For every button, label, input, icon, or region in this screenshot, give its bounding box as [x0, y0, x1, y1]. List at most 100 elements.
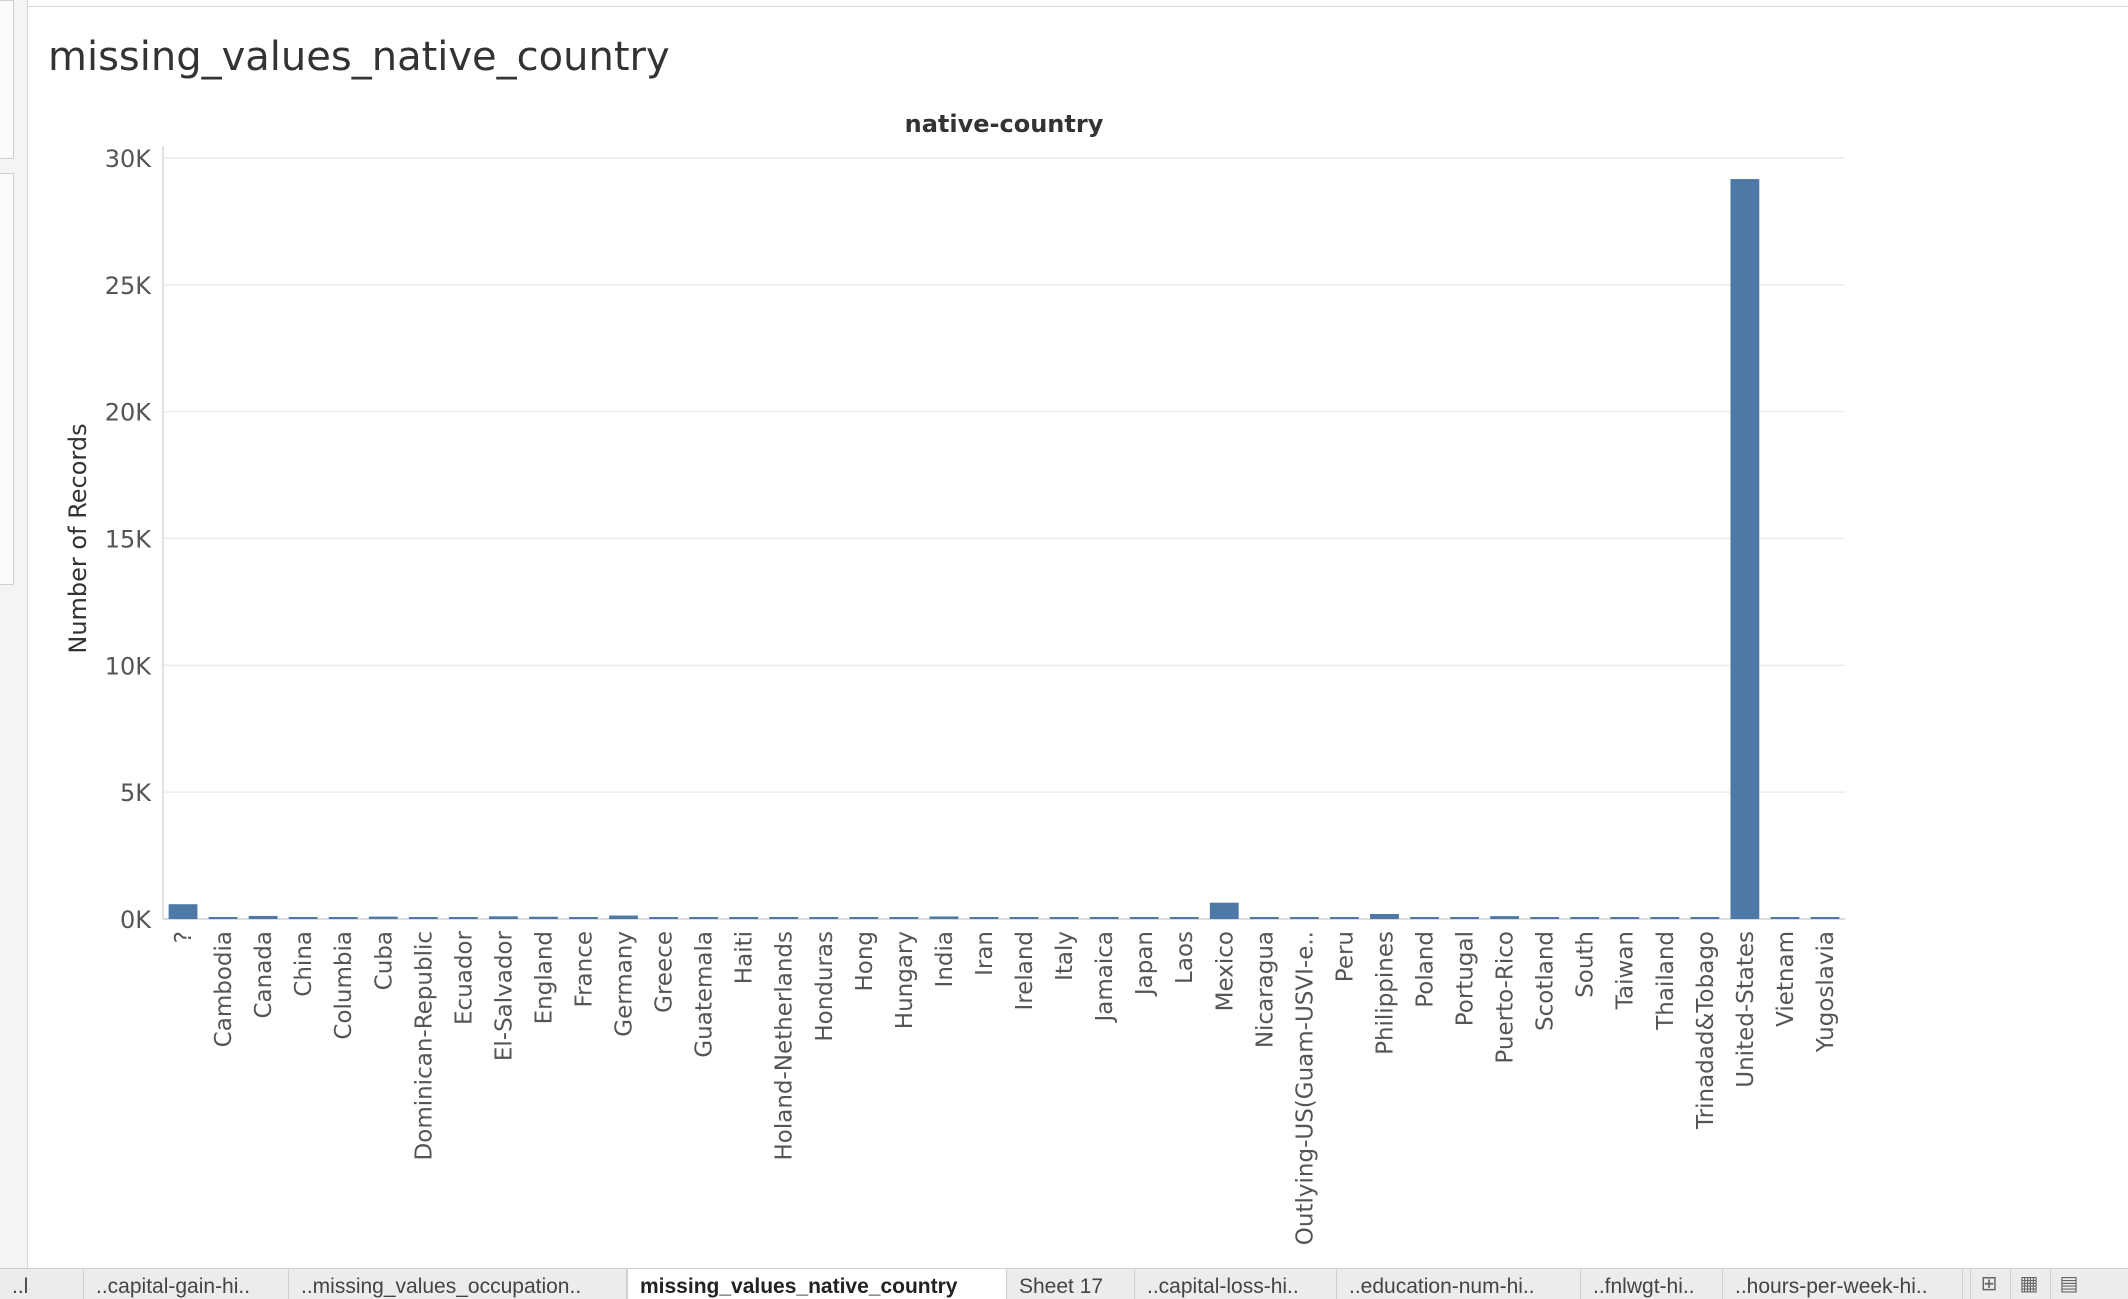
x-tick-label: Yugoslavia [1813, 931, 1839, 1053]
bar[interactable] [248, 915, 278, 919]
bar[interactable] [1289, 917, 1319, 919]
y-tick-label: 20K [105, 399, 153, 427]
sheet-tab-bar: ..l ..capital-gain-hi.. ..missing_values_o… [0, 1268, 2128, 1299]
x-tick-label: Laos [1172, 931, 1198, 984]
x-tick-label: Cambodia [211, 931, 237, 1047]
new-story-icon[interactable]: ▤ [2050, 1269, 2087, 1299]
bar[interactable] [168, 904, 198, 919]
bar[interactable] [1650, 917, 1680, 919]
bar[interactable] [689, 917, 719, 919]
bar[interactable] [1810, 917, 1840, 919]
y-tick-label: 10K [105, 652, 153, 680]
bar[interactable] [649, 917, 679, 919]
bar[interactable] [849, 917, 879, 919]
bar[interactable] [729, 917, 759, 919]
bar[interactable] [1570, 916, 1600, 919]
bar[interactable] [1490, 916, 1520, 919]
bar[interactable] [1049, 917, 1079, 919]
bar[interactable] [1450, 917, 1479, 919]
x-tick-label: Nicaragua [1252, 931, 1278, 1048]
left-panel-section[interactable] [0, 0, 14, 159]
bar[interactable] [488, 916, 518, 919]
sheet-tab[interactable]: ..capital-loss-hi.. [1135, 1269, 1337, 1299]
x-tick-label: France [572, 931, 598, 1007]
bar[interactable] [1370, 913, 1399, 919]
x-tick-label: Guatemala [692, 931, 718, 1058]
y-tick-label: 0K [120, 906, 152, 934]
bar[interactable] [889, 917, 919, 919]
x-tick-label: ? [171, 931, 197, 943]
x-tick-label: Cuba [371, 931, 397, 990]
sheet-tab[interactable]: ..capital-gain-hi.. [84, 1269, 289, 1299]
bar[interactable] [1690, 917, 1720, 919]
x-tick-label: Jamaica [1092, 931, 1118, 1024]
y-tick-label: 15K [105, 526, 153, 554]
x-tick-label: Dominican-Republic [411, 931, 437, 1160]
bar[interactable] [1610, 917, 1640, 919]
bar[interactable] [448, 917, 478, 919]
sheet-tab[interactable]: ..missing_values_occupation.. [289, 1269, 627, 1299]
x-tick-label: Haiti [732, 931, 758, 984]
bar[interactable] [1730, 179, 1760, 920]
x-tick-label: Trinadad&Tobago [1693, 931, 1719, 1130]
x-tick-label: Outlying-US(Guam-USVI-e.. [1292, 931, 1318, 1245]
sheet-tab[interactable]: Sheet 17 [1007, 1269, 1135, 1299]
x-tick-label: Germany [612, 931, 638, 1037]
bar[interactable] [929, 916, 959, 919]
chart-title: native-country [905, 110, 1104, 138]
bar[interactable] [569, 917, 598, 919]
x-tick-label: Hong [852, 931, 878, 992]
bar[interactable] [408, 917, 438, 919]
new-dashboard-icon[interactable]: ▦ [2010, 1269, 2047, 1299]
x-tick-label: Thailand [1653, 931, 1679, 1031]
bar[interactable] [208, 917, 238, 919]
bar[interactable] [1169, 917, 1199, 919]
bar[interactable] [1209, 902, 1239, 919]
bar[interactable] [368, 916, 398, 919]
bar[interactable] [769, 917, 799, 919]
bar[interactable] [1009, 917, 1039, 919]
bar[interactable] [1089, 916, 1119, 919]
x-tick-label: China [291, 931, 317, 997]
x-tick-label: Columbia [331, 931, 357, 1040]
bar[interactable] [1770, 917, 1800, 919]
new-sheet-icon[interactable]: ⊞ [1970, 1269, 2007, 1299]
sheet-tab[interactable]: missing_values_native_country [627, 1269, 1007, 1299]
bar[interactable] [609, 915, 638, 919]
x-tick-label: Vietnam [1773, 931, 1799, 1027]
bar[interactable] [1329, 917, 1359, 919]
x-tick-label: Mexico [1212, 931, 1238, 1011]
bar[interactable] [1249, 917, 1279, 919]
x-tick-label: Philippines [1372, 931, 1398, 1055]
bar[interactable] [1129, 917, 1159, 919]
x-tick-label: Holand-Netherlands [772, 931, 798, 1161]
x-tick-label: Italy [1052, 931, 1078, 981]
x-tick-label: Portugal [1453, 931, 1479, 1026]
sheet-tab[interactable]: ..hours-per-week-hi.. [1723, 1269, 1963, 1299]
bar[interactable] [529, 916, 558, 919]
y-tick-label: 30K [105, 145, 153, 173]
sheet-tab[interactable]: ..l [0, 1269, 84, 1299]
bar[interactable] [288, 917, 318, 919]
x-tick-label: India [932, 931, 958, 987]
x-tick-label: Puerto-Rico [1493, 931, 1519, 1064]
x-tick-label: Taiwan [1613, 931, 1639, 1010]
y-axis-title: Number of Records [64, 423, 92, 653]
x-tick-label: Poland [1413, 931, 1439, 1008]
bar[interactable] [328, 917, 358, 919]
x-tick-label: Hungary [892, 931, 918, 1029]
x-tick-label: United-States [1733, 931, 1759, 1088]
x-tick-label: Ecuador [451, 930, 477, 1025]
x-tick-label: Scotland [1533, 931, 1559, 1031]
bar[interactable] [1530, 917, 1560, 919]
sheet-tab[interactable]: ..education-num-hi.. [1337, 1269, 1581, 1299]
left-panel-section[interactable] [0, 173, 14, 585]
sheet-tab[interactable]: ..fnlwgt-hi.. [1581, 1269, 1723, 1299]
y-tick-label: 25K [105, 272, 153, 300]
bar[interactable] [969, 917, 999, 919]
x-tick-label: Japan [1132, 931, 1158, 997]
x-tick-label: Canada [251, 931, 277, 1019]
bar[interactable] [809, 917, 839, 919]
bar[interactable] [1410, 917, 1439, 919]
